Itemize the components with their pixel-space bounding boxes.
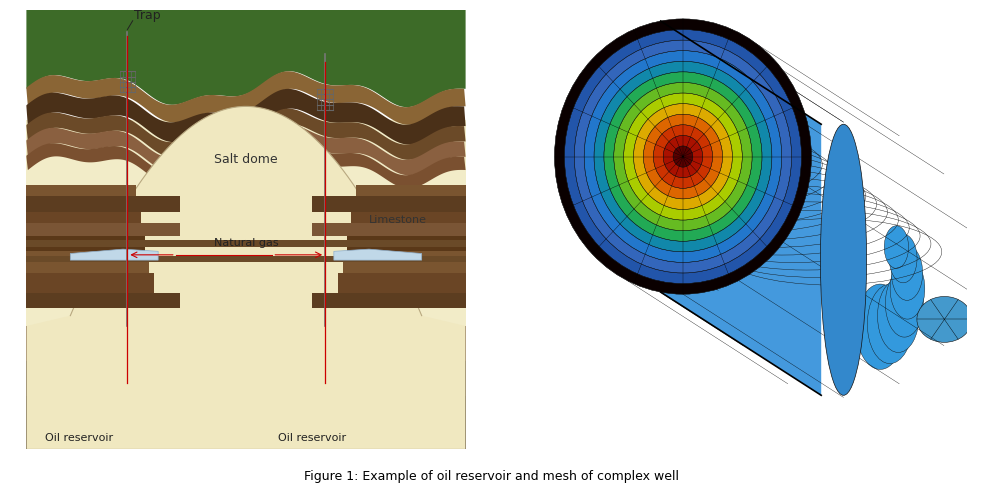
Ellipse shape [673, 146, 693, 167]
Polygon shape [351, 207, 465, 229]
Polygon shape [27, 326, 465, 361]
Polygon shape [27, 71, 465, 125]
Polygon shape [27, 89, 465, 144]
Text: Trap: Trap [134, 9, 160, 22]
Polygon shape [312, 196, 465, 212]
Ellipse shape [594, 61, 771, 252]
Ellipse shape [867, 285, 912, 364]
Polygon shape [356, 185, 465, 207]
Polygon shape [27, 140, 465, 188]
Polygon shape [27, 396, 465, 449]
Polygon shape [27, 120, 465, 449]
Polygon shape [660, 21, 822, 395]
Ellipse shape [624, 93, 742, 220]
Polygon shape [27, 256, 465, 263]
Polygon shape [27, 109, 465, 160]
Ellipse shape [584, 51, 781, 263]
Polygon shape [27, 124, 465, 175]
Text: Oil reservoir: Oil reservoir [45, 433, 113, 443]
Ellipse shape [575, 40, 792, 273]
Text: Oil reservoir: Oil reservoir [277, 433, 346, 443]
Ellipse shape [565, 29, 802, 284]
Polygon shape [334, 249, 422, 260]
Text: Salt dome: Salt dome [215, 154, 277, 166]
Ellipse shape [890, 234, 917, 283]
Ellipse shape [891, 258, 925, 319]
Ellipse shape [856, 284, 904, 369]
Ellipse shape [604, 72, 762, 241]
Ellipse shape [634, 103, 732, 209]
Polygon shape [27, 251, 150, 273]
Polygon shape [27, 293, 180, 308]
Text: Natural gas: Natural gas [214, 238, 278, 248]
Polygon shape [27, 196, 180, 212]
Polygon shape [27, 273, 154, 295]
Polygon shape [27, 229, 145, 251]
Polygon shape [27, 10, 465, 449]
Ellipse shape [917, 296, 972, 343]
Polygon shape [312, 293, 465, 308]
Ellipse shape [886, 270, 924, 337]
Polygon shape [342, 251, 465, 273]
Ellipse shape [663, 135, 703, 178]
Polygon shape [27, 223, 180, 236]
Polygon shape [27, 240, 465, 247]
Polygon shape [338, 273, 465, 295]
Ellipse shape [653, 125, 712, 188]
Ellipse shape [821, 124, 867, 395]
Text: Limestone: Limestone [369, 215, 427, 225]
Polygon shape [312, 223, 465, 236]
Polygon shape [27, 361, 465, 396]
Ellipse shape [644, 114, 722, 199]
Polygon shape [27, 106, 465, 449]
Polygon shape [27, 10, 465, 107]
Ellipse shape [614, 82, 752, 231]
Ellipse shape [885, 226, 908, 268]
Ellipse shape [555, 19, 812, 294]
Ellipse shape [892, 245, 923, 300]
Ellipse shape [878, 279, 919, 352]
Polygon shape [27, 185, 136, 207]
Polygon shape [27, 207, 141, 229]
Text: Figure 1: Example of oil reservoir and mesh of complex well: Figure 1: Example of oil reservoir and m… [304, 470, 680, 483]
Polygon shape [70, 249, 158, 260]
Polygon shape [347, 229, 465, 251]
